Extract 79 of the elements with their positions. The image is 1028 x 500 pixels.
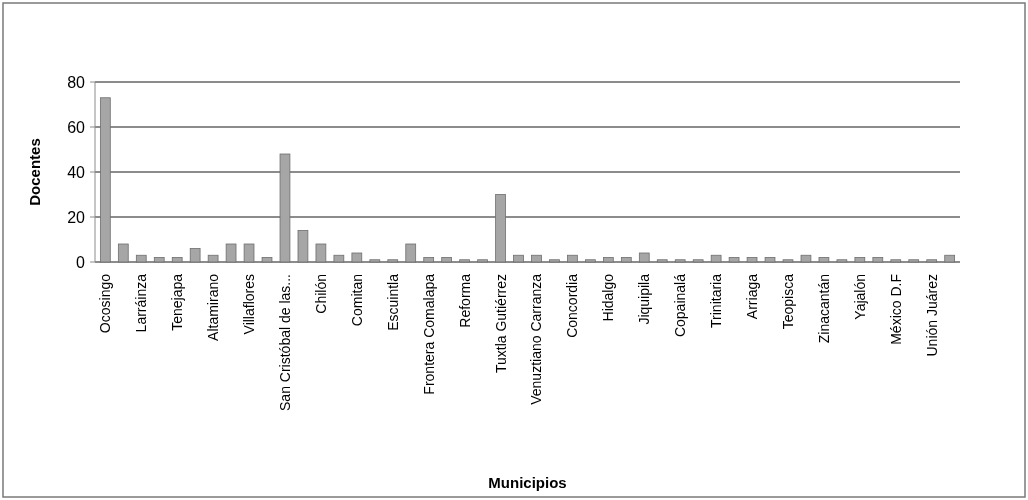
bar [135,254,147,263]
bar [944,254,956,263]
bar [674,259,686,263]
y-tick-label: 80 [67,73,86,91]
bar [441,257,452,263]
x-tick-label: Yajalón [851,274,868,320]
bar [423,257,435,263]
bar [818,257,830,263]
bar [351,252,363,263]
x-tick-label: Unión Juárez [923,274,940,357]
x-tick-label: Reforma [456,273,473,328]
bar [836,259,848,263]
bar [189,248,201,263]
bar [369,259,381,263]
bar [459,259,470,263]
bar [333,254,345,263]
x-tick-label: Zinacantán [815,274,832,344]
x-tick-label: Teopisca [779,273,796,330]
x-tick-label: Venuztiano Carranza [528,273,545,405]
bar [603,257,614,263]
bar [854,257,866,263]
bar [225,243,237,263]
bar [926,259,938,263]
bar [477,259,488,263]
x-tick-label: San Cristóbal de las... [276,274,293,411]
bar [261,257,273,263]
bar [99,97,111,263]
bar [207,254,219,263]
bar [315,243,327,263]
bar [908,259,920,263]
bar [549,259,560,263]
bar [638,252,650,263]
bar [531,254,542,263]
bar [243,243,255,263]
x-tick-label: Frontera Comalapa [420,273,437,395]
x-tick-label: Tuxtla Gutiérrez [492,274,509,374]
y-tick-label: 60 [67,118,86,136]
bar [495,194,506,263]
bar [872,257,884,263]
bar [153,257,165,263]
x-tick-label: Trinitaria [708,273,725,328]
x-tick-label: México D.F [887,274,904,345]
x-tick-label: Chilón [312,274,329,314]
x-tick-label: Comitan [348,274,365,327]
x-tick-label: Copainalá [672,273,689,338]
bar [513,254,524,263]
bar [620,257,632,263]
bar [728,257,740,263]
x-tick-label: Altamirano [205,273,222,341]
x-tick-label: Ocosingo [97,273,114,334]
x-tick-label: Larráinza [133,273,150,333]
x-tick-label: Hidalgo [600,273,617,322]
x-axis-title: Municipios [488,474,567,491]
bar [297,230,309,263]
bar [710,254,722,263]
x-tick-label: Concordia [564,273,581,338]
bar [764,257,776,263]
bar [279,153,291,263]
bar [171,257,183,263]
x-tick-label: Jiquipila [636,273,653,325]
y-tick-label: 40 [67,163,86,181]
x-tick-label: Villaflores [241,274,258,335]
bar [782,259,794,263]
bar [800,254,812,263]
x-tick-label: Escuintla [384,273,401,331]
bar [692,259,704,263]
bar [405,243,417,263]
bar [387,259,399,263]
bar [890,259,902,263]
bar [567,254,578,263]
x-tick-label: Arriaga [744,273,761,320]
bar [117,243,129,263]
bar [585,259,596,263]
x-tick-label: Tenejapa [169,273,186,331]
bar [746,257,758,263]
y-axis-title: Docentes [26,138,43,206]
bar [656,259,668,263]
y-tick-label: 0 [76,253,86,271]
y-tick-label: 20 [67,208,86,226]
